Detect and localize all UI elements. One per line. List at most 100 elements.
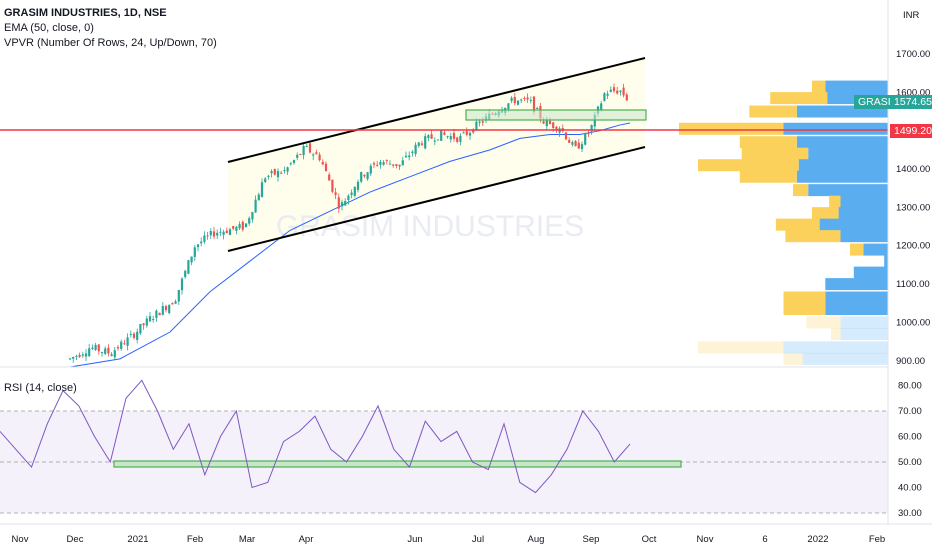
vp-down-bar (812, 80, 826, 93)
candle-body (289, 163, 292, 165)
time-tick-label: Jun (407, 534, 422, 545)
candle-body (344, 201, 347, 206)
candle-body (584, 133, 587, 145)
candle-body (126, 337, 129, 346)
candle-body (177, 289, 180, 302)
candle-body (225, 230, 228, 233)
symbol-legend[interactable]: GRASIM INDUSTRIES, 1D, NSE (4, 7, 167, 19)
vp-up-bar (796, 170, 888, 183)
vp-up-bar (863, 243, 888, 256)
candle-body (625, 94, 628, 101)
time-tick-label: 2022 (807, 534, 828, 545)
time-tick-label: Oct (642, 534, 657, 545)
candle-body (260, 182, 264, 198)
candle-body (574, 141, 577, 146)
vp-up-bar (783, 122, 888, 135)
candle-body (318, 154, 321, 161)
candle-body (116, 347, 120, 349)
vp-up-bar (840, 316, 888, 329)
candle-body (171, 303, 174, 305)
candle-body (619, 90, 622, 93)
time-tick-label: Mar (239, 534, 255, 545)
candle-body (616, 90, 619, 94)
candle-body (603, 93, 606, 101)
channel-top-line[interactable] (227, 57, 646, 163)
vp-up-bar (838, 207, 888, 220)
candle-body (472, 129, 475, 133)
candle-body (212, 231, 216, 237)
candle-body (353, 186, 356, 196)
candle-body (139, 323, 142, 334)
candle-body (251, 212, 254, 220)
candle-body (331, 179, 334, 192)
candle-body (296, 154, 299, 158)
candle-body (248, 218, 251, 224)
candle-body (196, 244, 200, 248)
candle-body (312, 154, 315, 156)
candle-body (430, 134, 433, 139)
candle-body (120, 341, 123, 349)
candle-body (388, 163, 392, 165)
rsi-tick-label: 50.00 (898, 457, 922, 468)
vp-up-bar (796, 136, 888, 149)
candle-body (526, 97, 529, 100)
candle-body (433, 140, 436, 142)
rsi-legend[interactable]: RSI (14, close) (4, 382, 77, 394)
candle-body (577, 142, 580, 149)
candle-body (104, 348, 107, 354)
vp-down-bar (850, 243, 864, 256)
price-tick-label: 1600.00 (896, 87, 930, 98)
vp-down-bar (739, 136, 797, 149)
candle-body (270, 171, 273, 174)
vp-down-bar (770, 92, 828, 105)
candle-body (158, 312, 161, 316)
candle-body (436, 139, 440, 141)
candle-body (155, 310, 158, 318)
vp-down-bar (806, 316, 841, 329)
price-axis[interactable] (888, 0, 932, 550)
candle-body (548, 120, 552, 125)
time-tick-label: Sep (583, 534, 600, 545)
ema-legend[interactable]: EMA (50, close, 0) (4, 22, 94, 34)
vp-down-bar (741, 147, 809, 160)
price-tick-label: 1200.00 (896, 241, 930, 252)
candle-body (152, 319, 155, 321)
candle-body (235, 226, 238, 231)
time-tick-label: Dec (67, 534, 84, 545)
time-tick-label: 6 (762, 534, 767, 545)
channel-bottom-line[interactable] (227, 146, 646, 252)
time-axis-labels[interactable]: Nov Dec 2021 Feb Mar Apr Jun Jul Aug Sep Oct Nov 6 20… (12, 534, 886, 545)
candle-body (612, 87, 616, 92)
candle-body (481, 121, 484, 123)
vp-down-bar (829, 195, 841, 208)
candle-body (280, 172, 283, 174)
vp-up-bar (798, 159, 888, 172)
candle-body (555, 126, 558, 131)
candle-body (241, 221, 244, 230)
candle-body (475, 121, 478, 131)
candle-body (148, 316, 152, 322)
price-tick-label: 1400.00 (896, 164, 930, 175)
resistance-zone[interactable] (465, 109, 647, 121)
rsi-support-zone[interactable] (113, 460, 682, 468)
vp-down-bar (812, 207, 839, 220)
candle-body (571, 142, 574, 145)
candles (68, 83, 628, 363)
candle-body (366, 172, 369, 180)
candle-body (273, 168, 276, 175)
candle-body (542, 121, 545, 124)
vp-down-bar (739, 170, 797, 183)
candle-body (164, 306, 168, 311)
vpvr-legend[interactable]: VPVR (Number Of Rows, 24, Up/Down, 70) (4, 37, 217, 49)
rsi-tick-label: 40.00 (898, 483, 922, 494)
candle-body (283, 170, 286, 172)
vp-down-bar (749, 105, 797, 118)
candle-body (123, 343, 126, 345)
candle-body (443, 132, 446, 135)
candle-body (516, 100, 520, 105)
candle-body (369, 165, 372, 174)
price-tick-label: 1700.00 (896, 49, 930, 60)
candle-body (209, 231, 212, 236)
candle-body (200, 241, 203, 244)
candle-body (276, 171, 280, 178)
